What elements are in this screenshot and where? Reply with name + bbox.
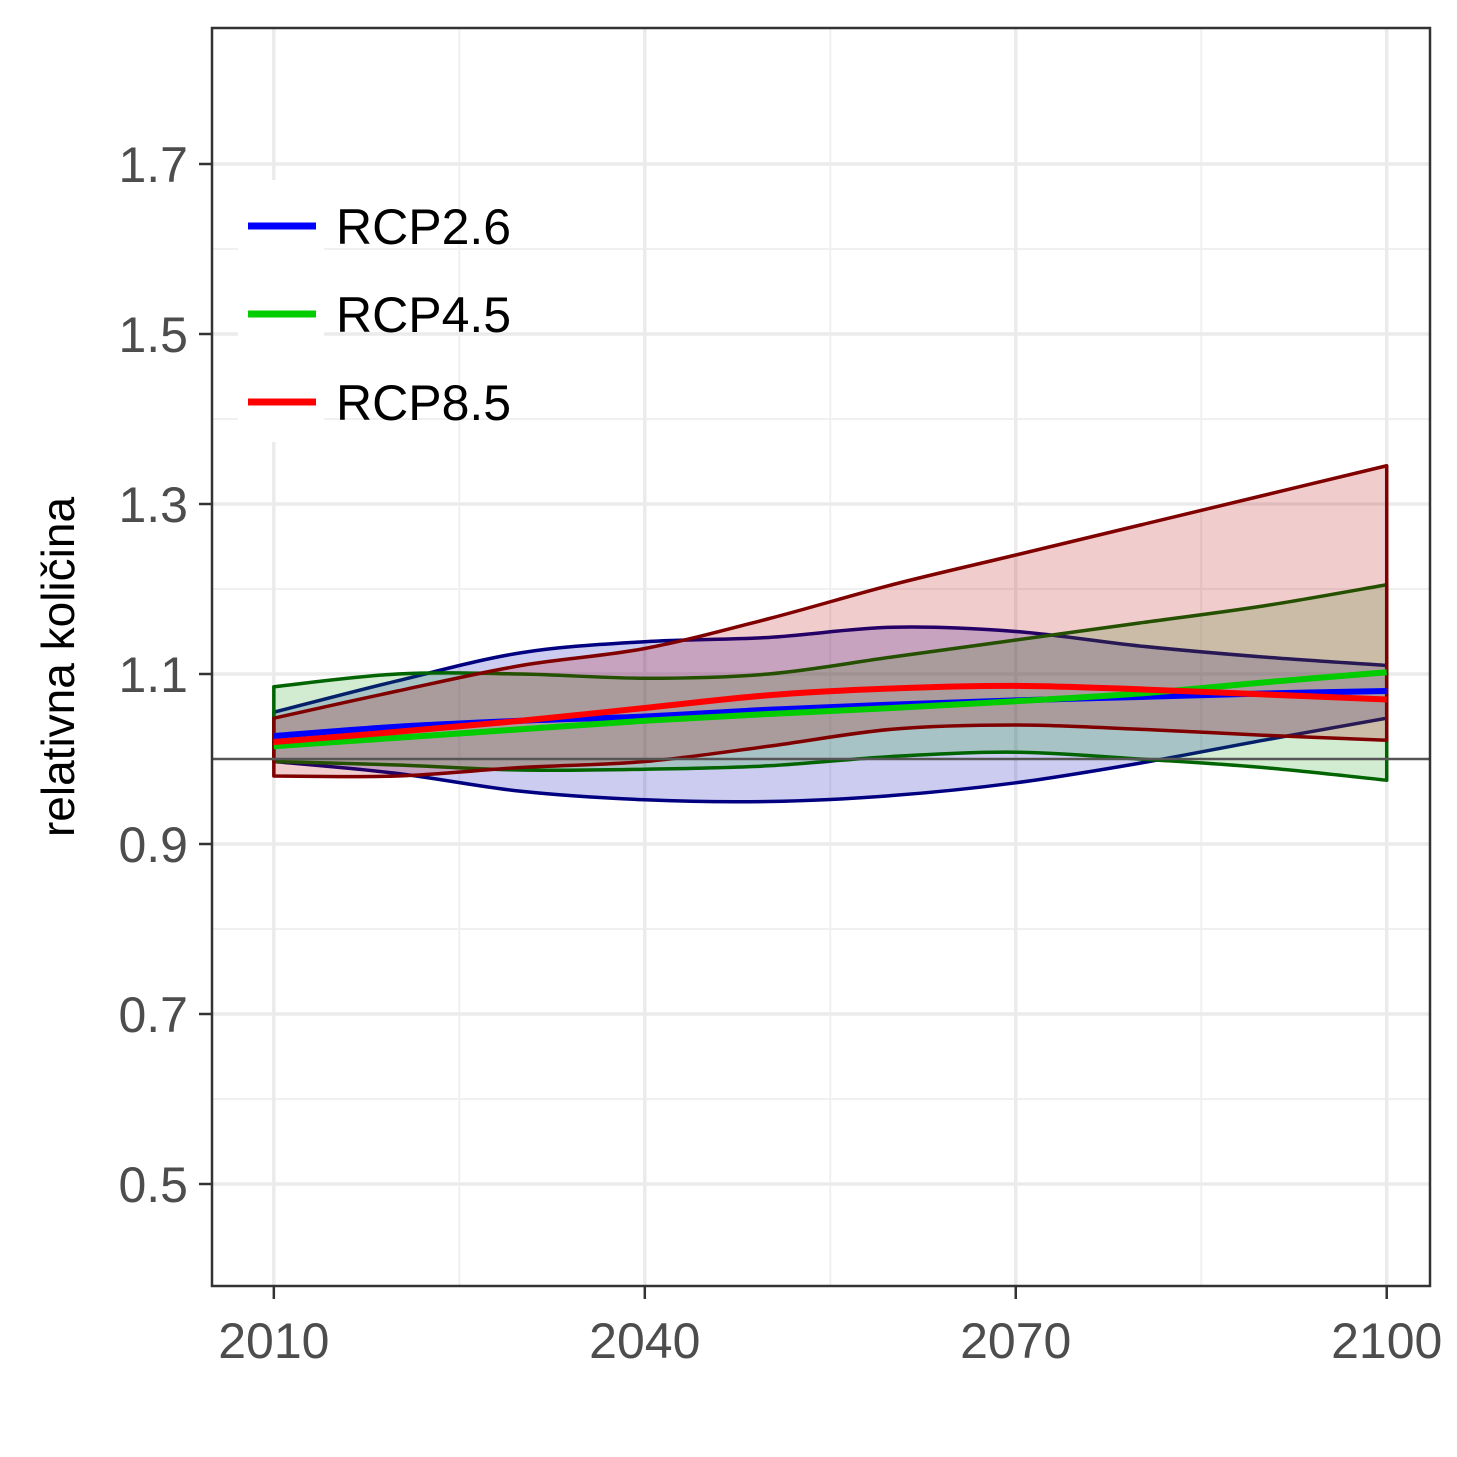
x-tick-label: 2070 xyxy=(960,1313,1071,1369)
legend: RCP2.6 RCP4.5 RCP8.5 xyxy=(238,180,511,442)
y-tick-label: 1.1 xyxy=(118,647,188,703)
y-tick-label: 1.3 xyxy=(118,477,188,533)
y-tick-label: 0.9 xyxy=(118,817,188,873)
panel-border xyxy=(210,26,1432,1288)
ribbon-rcp4-5 xyxy=(272,583,1389,782)
y-tick-label: 1.5 xyxy=(118,307,188,363)
line-rcp4-5 xyxy=(273,669,1387,750)
x-tick-label: 2100 xyxy=(1331,1313,1442,1369)
legend-label-rcp2-6: RCP2.6 xyxy=(336,199,511,255)
x-tick-label: 2040 xyxy=(589,1313,700,1369)
y-tick-label: 0.5 xyxy=(118,1157,188,1213)
legend-label-rcp8-5: RCP8.5 xyxy=(336,375,511,431)
grid-major xyxy=(212,28,1430,1286)
y-axis-title: relativna količina xyxy=(32,497,84,837)
mean-lines xyxy=(273,669,1387,750)
line-rcp8-5 xyxy=(273,682,1387,745)
axes: 2010 2040 2070 2100 0.5 0.7 0.9 1.1 1.3 1.5 1.7 xyxy=(118,137,1442,1369)
legend-label-rcp4-5: RCP4.5 xyxy=(336,287,511,343)
x-tick-label: 2010 xyxy=(218,1313,329,1369)
y-tick-label: 0.7 xyxy=(118,987,188,1043)
y-tick-label: 1.7 xyxy=(118,137,188,193)
